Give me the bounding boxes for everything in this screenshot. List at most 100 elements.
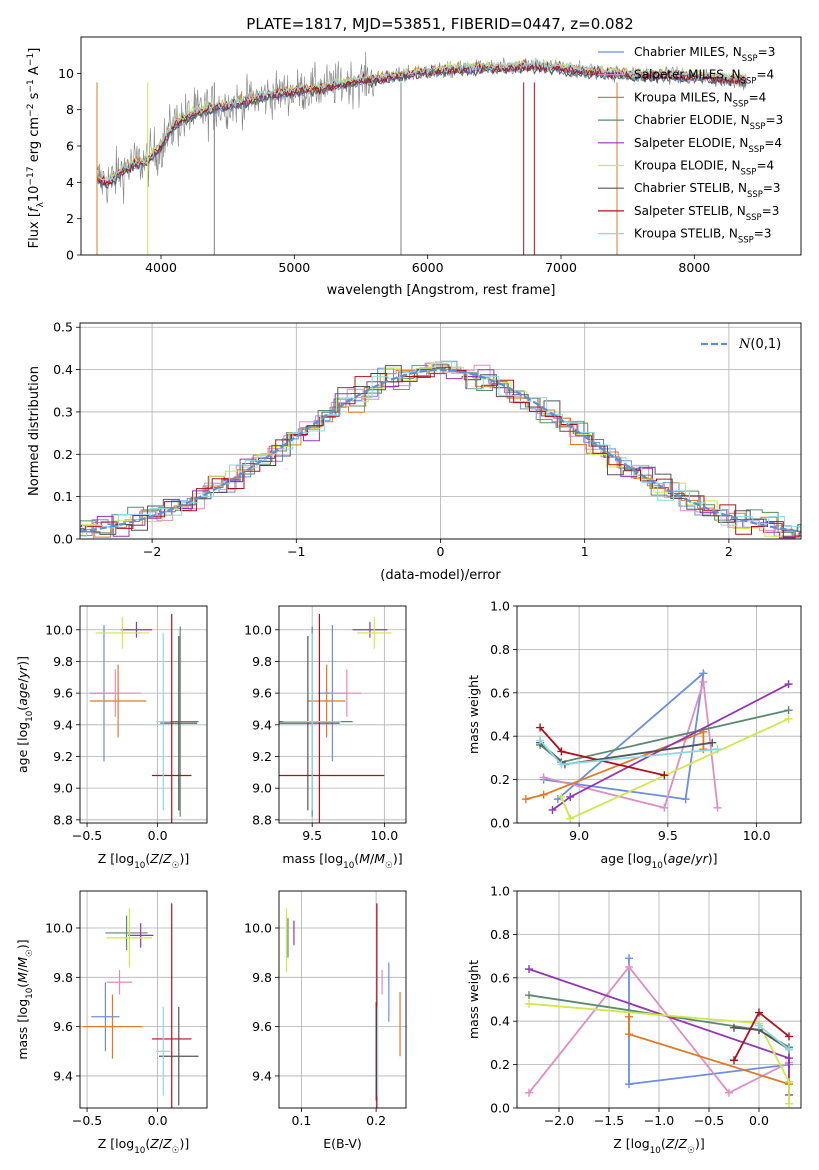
x-tick-label: 2: [725, 544, 733, 559]
weight-point-marker: [525, 965, 533, 974]
x-tick-label: 8000: [678, 260, 710, 275]
legend-label: Kroupa MILES, NSSP=4: [634, 90, 766, 109]
axes-frame: [278, 890, 407, 1109]
weight-series-line: [543, 681, 719, 809]
figure-title: PLATE=1817, MJD=53851, FIBERID=0447, z=0…: [246, 15, 633, 33]
y-tick-label: 9.2: [252, 749, 272, 764]
weight-point-marker: [525, 999, 533, 1008]
observed-spectrum-line: [96, 51, 747, 255]
x-axis-label: Z [log10(Z/Z☉)]: [613, 1136, 705, 1156]
weight-point-marker: [557, 747, 566, 756]
y-tick-label: 8.8: [53, 812, 73, 827]
panel-z-mass: −0.5 0.0 9.4 9.6 9.8 10.0 Z [log10(Z/Z☉)] mass …: [15, 890, 208, 1156]
residual-histogram-step: [80, 366, 801, 538]
weight-point-marker: [625, 962, 633, 971]
x-tick-label: −0.5: [694, 1113, 724, 1128]
y-tick-label: 9.8: [53, 654, 73, 669]
residual-histogram-step: [80, 369, 801, 539]
weight-point-marker: [557, 792, 566, 801]
y-tick-label: 0.6: [490, 685, 510, 700]
axes-frame: [516, 605, 802, 824]
weight-point-marker: [784, 706, 793, 715]
weight-series-line: [758, 1024, 790, 1051]
legend-label: Salpeter ELODIE, NSSP=4: [634, 136, 782, 155]
y-tick-label: 9.0: [53, 781, 73, 796]
x-tick-label: −1.5: [594, 1113, 624, 1128]
model-spectrum-line: [96, 57, 747, 183]
y-tick-label: 9.6: [252, 686, 272, 701]
legend-label: Kroupa STELIB, NSSP=3: [634, 227, 772, 246]
y-tick-label: 0.0: [490, 816, 510, 831]
weight-point-marker: [525, 1088, 533, 1097]
axes-frame: [278, 605, 407, 824]
x-axis-label: Z [log10(Z/Z☉)]: [98, 851, 190, 871]
y-tick-label: 10.0: [244, 622, 272, 637]
weight-point-marker: [625, 1012, 633, 1021]
x-tick-label: 6000: [412, 260, 444, 275]
weight-point-marker: [699, 669, 708, 678]
y-tick-label: 10.0: [45, 622, 73, 637]
normal-reference-curve: [80, 368, 801, 533]
y-axis-label: mass weight: [466, 675, 481, 754]
y-tick-label: 4: [66, 175, 74, 190]
weight-series-line: [560, 717, 789, 820]
x-tick-label: 0.0: [749, 1113, 769, 1128]
y-tick-label: 0.1: [53, 489, 73, 504]
x-tick-label: 0.1: [291, 1113, 311, 1128]
legend-label: Chabrier MILES, NSSP=3: [634, 45, 775, 64]
x-tick-label: −0.5: [72, 828, 102, 843]
legend-label: N(0,1): [738, 337, 781, 352]
x-tick-label: 10.0: [743, 828, 771, 843]
x-axis-label: wavelength [Angstrom, rest frame]: [327, 283, 556, 298]
y-tick-label: 1.0: [490, 884, 510, 899]
x-axis-label: mass [log10(M/M☉)]: [282, 851, 402, 871]
y-axis-label: Flux [fλ10−17 erg cm−2 s−1 A−1]: [26, 48, 46, 249]
residual-histogram-step: [80, 364, 801, 535]
weight-point-marker: [681, 795, 690, 804]
weight-point-marker: [660, 803, 669, 812]
y-tick-label: 9.4: [53, 717, 73, 732]
weight-point-marker: [755, 1021, 763, 1030]
y-tick-label: 0.4: [490, 729, 510, 744]
weight-point-marker: [785, 1099, 793, 1108]
y-tick-label: 9.4: [252, 717, 272, 732]
x-axis-label: (data-model)/error: [380, 568, 501, 583]
weight-point-marker: [525, 991, 533, 1000]
y-tick-label: 8: [66, 102, 74, 117]
weight-point-marker: [699, 745, 708, 754]
x-tick-label: 9.0: [569, 828, 589, 843]
y-tick-label: 0.2: [490, 1057, 510, 1072]
weight-point-marker: [730, 1023, 738, 1032]
weight-point-marker: [785, 1054, 793, 1063]
x-tick-label: 9.5: [658, 828, 678, 843]
weight-point-marker: [625, 1030, 633, 1039]
x-tick-label: −1.0: [644, 1113, 674, 1128]
axes-frame: [79, 322, 802, 540]
weight-point-marker: [660, 771, 669, 780]
weight-point-marker: [557, 760, 566, 769]
y-tick-label: 9.4: [53, 1068, 73, 1083]
y-tick-label: 9.4: [252, 1068, 272, 1083]
weight-point-marker: [699, 677, 708, 686]
weight-series-line: [551, 683, 790, 811]
y-tick-label: 0.8: [490, 642, 510, 657]
weight-series-line: [733, 1011, 790, 1061]
y-axis-label: mass [log10(M/M☉)]: [15, 939, 35, 1059]
x-tick-label: −0.5: [72, 1113, 102, 1128]
panel-age-weight: 9.0 9.5 10.0 0.0 0.2 0.4 0.6 0.8 1.0 age [log10(a…: [466, 599, 802, 871]
x-tick-label: 10.0: [370, 828, 398, 843]
weight-point-marker: [521, 795, 530, 804]
weight-point-marker: [566, 814, 575, 823]
panel-z-age: −0.5 0.0 8.8 9.0 9.2 9.4 9.6 9.8 10.0 Z [log10(Z/…: [15, 605, 208, 871]
panel-residuals: −2 −1 0 1 2 0.0 0.1 0.2 0.3 0.4 0.5 N(0,1) (data-mod…: [27, 320, 802, 583]
y-tick-label: 0.0: [490, 1101, 510, 1116]
axes-frame: [79, 605, 208, 824]
y-tick-label: 9.0: [252, 781, 272, 796]
weight-point-marker: [539, 773, 548, 782]
panel-mass-age: 9.5 10.0 8.8 9.0 9.2 9.4 9.6 9.8 10.0 mass [log10…: [244, 605, 407, 871]
x-tick-label: 9.5: [302, 828, 322, 843]
panel-spectrum: 4000 5000 6000 7000 8000 0 2 4 6 8 10 Chabrier MILE…: [26, 36, 802, 298]
y-tick-label: 0.8: [490, 927, 510, 942]
x-tick-label: −2.0: [544, 1113, 574, 1128]
x-tick-label: 0.2: [366, 1113, 386, 1128]
